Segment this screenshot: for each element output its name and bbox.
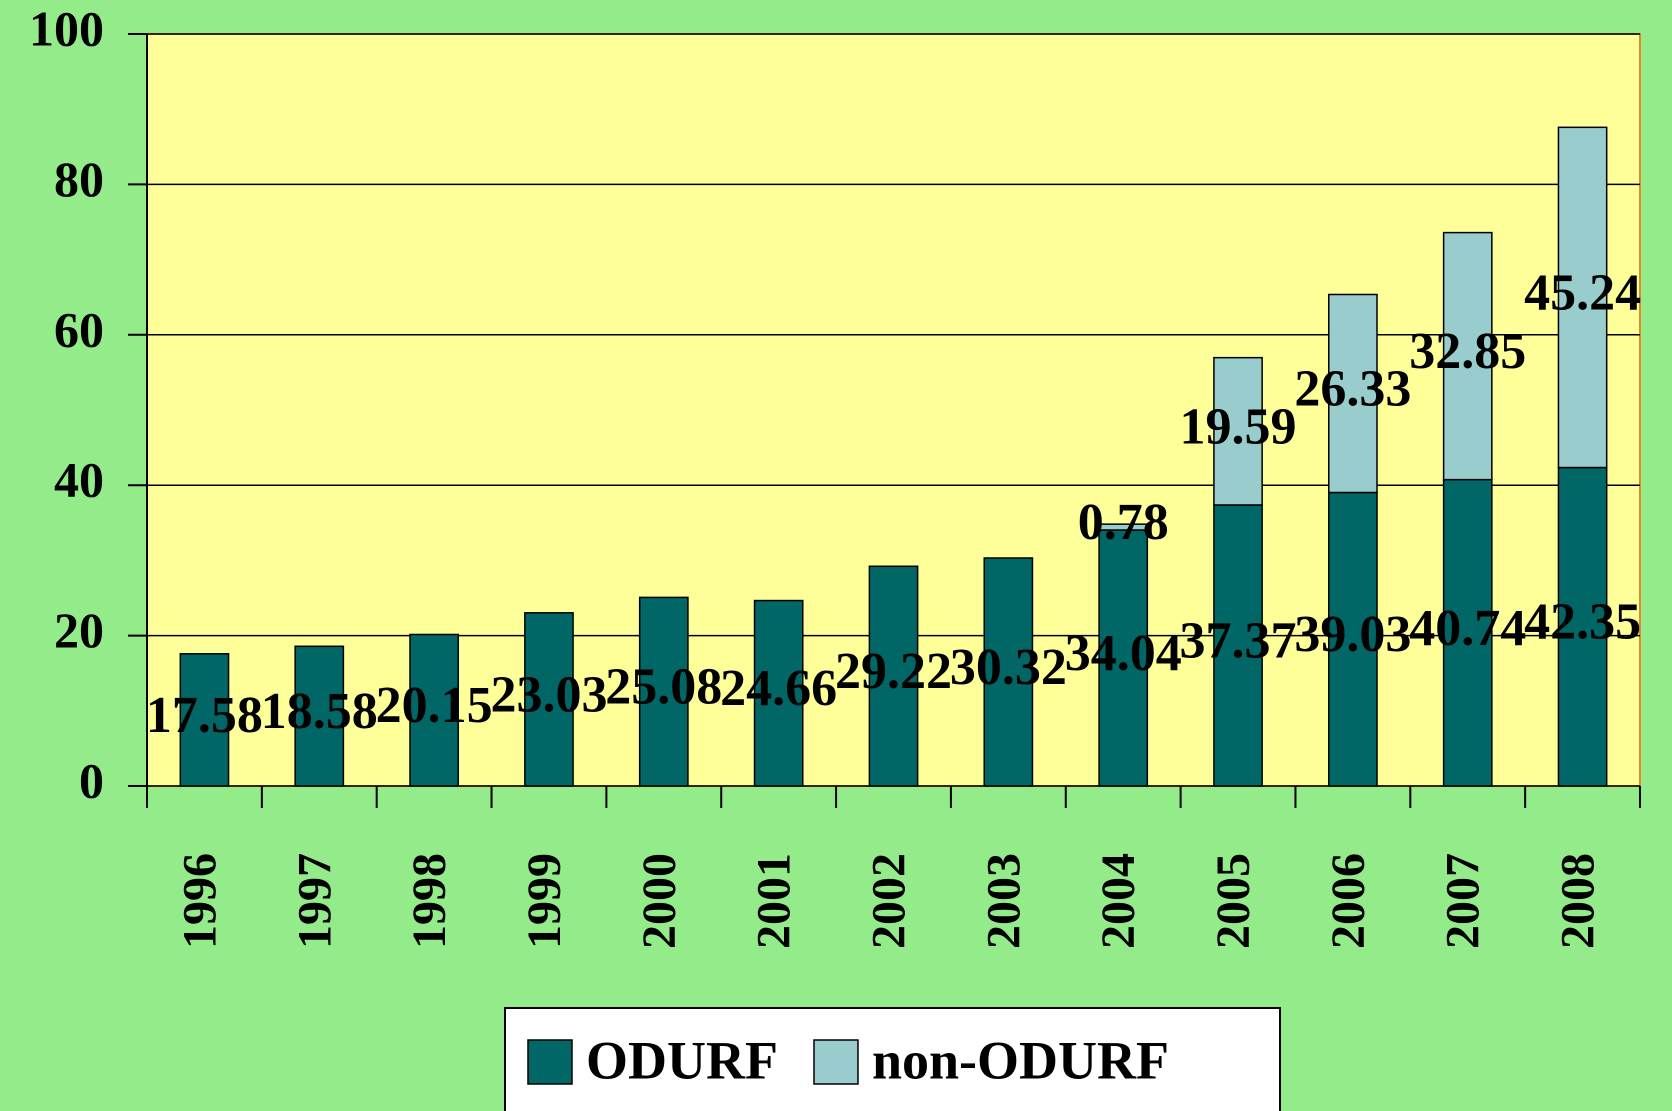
bar-segment [1098,523,1149,531]
y-tick-label: 100 [29,0,104,56]
x-tick-label: 2002 [863,853,916,949]
x-tick-label: 2004 [1092,853,1145,949]
data-label: 32.85 [1409,323,1526,380]
bar-segment [1328,491,1378,787]
y-tick-label: 20 [54,602,104,658]
data-label: 29.22 [835,643,952,700]
bar-segment [1442,478,1493,787]
x-tick-label: 2003 [977,853,1030,949]
bar-segment [294,645,345,787]
x-tick-label: 2007 [1437,853,1490,949]
bar-segment [1213,356,1263,506]
x-tick-label: 2005 [1207,853,1260,949]
data-label: 19.59 [1180,398,1297,455]
data-label: 45.24 [1524,264,1641,321]
data-label: 30.32 [950,639,1067,696]
y-tick-label: 80 [54,151,104,207]
bar-segment [1098,529,1149,787]
data-label: 24.66 [720,660,837,717]
legend-swatch [813,1039,859,1085]
x-tick-label: 2008 [1552,853,1605,949]
x-tick-label: 1997 [288,853,341,949]
x-tick-label: 1996 [173,853,226,949]
legend-label: ODURF [586,1030,778,1090]
bar-segment [1557,126,1608,469]
x-tick-label: 1998 [403,853,456,949]
data-label: 40.74 [1409,600,1526,657]
bar-segment [983,557,1034,787]
bar-segment [524,612,574,787]
data-label: 26.33 [1294,360,1411,417]
data-label: 23.03 [490,666,607,723]
bar-segment [1557,466,1608,787]
legend-swatch [527,1039,573,1085]
x-tick-label: 2000 [633,853,686,949]
bar-segment [409,633,459,787]
data-label: 42.35 [1524,594,1641,651]
data-label: 17.58 [146,687,263,744]
bar-segment [179,653,230,787]
y-tick-label: 60 [54,301,104,357]
data-label: 39.03 [1294,606,1411,663]
y-tick-label: 0 [79,752,104,808]
bar-segment [1442,231,1493,481]
data-label: 34.04 [1065,625,1182,682]
data-label: 18.58 [261,683,378,740]
bar-segment [868,565,919,787]
x-tick-label: 2001 [748,853,801,949]
data-label: 25.08 [605,659,722,716]
bar-segment [638,596,689,787]
x-tick-label: 2006 [1322,853,1375,949]
bar-segment [1328,293,1378,494]
bar-segment [753,599,804,787]
data-label: 20.15 [376,677,493,734]
x-tick-label: 1999 [518,853,571,949]
data-label: 37.37 [1180,612,1297,669]
bar-segment [1213,504,1263,787]
y-tick-label: 40 [54,452,104,508]
data-label: 0.78 [1078,494,1169,551]
legend-box [504,1007,1281,1111]
legend-label: non-ODURF [872,1030,1169,1090]
